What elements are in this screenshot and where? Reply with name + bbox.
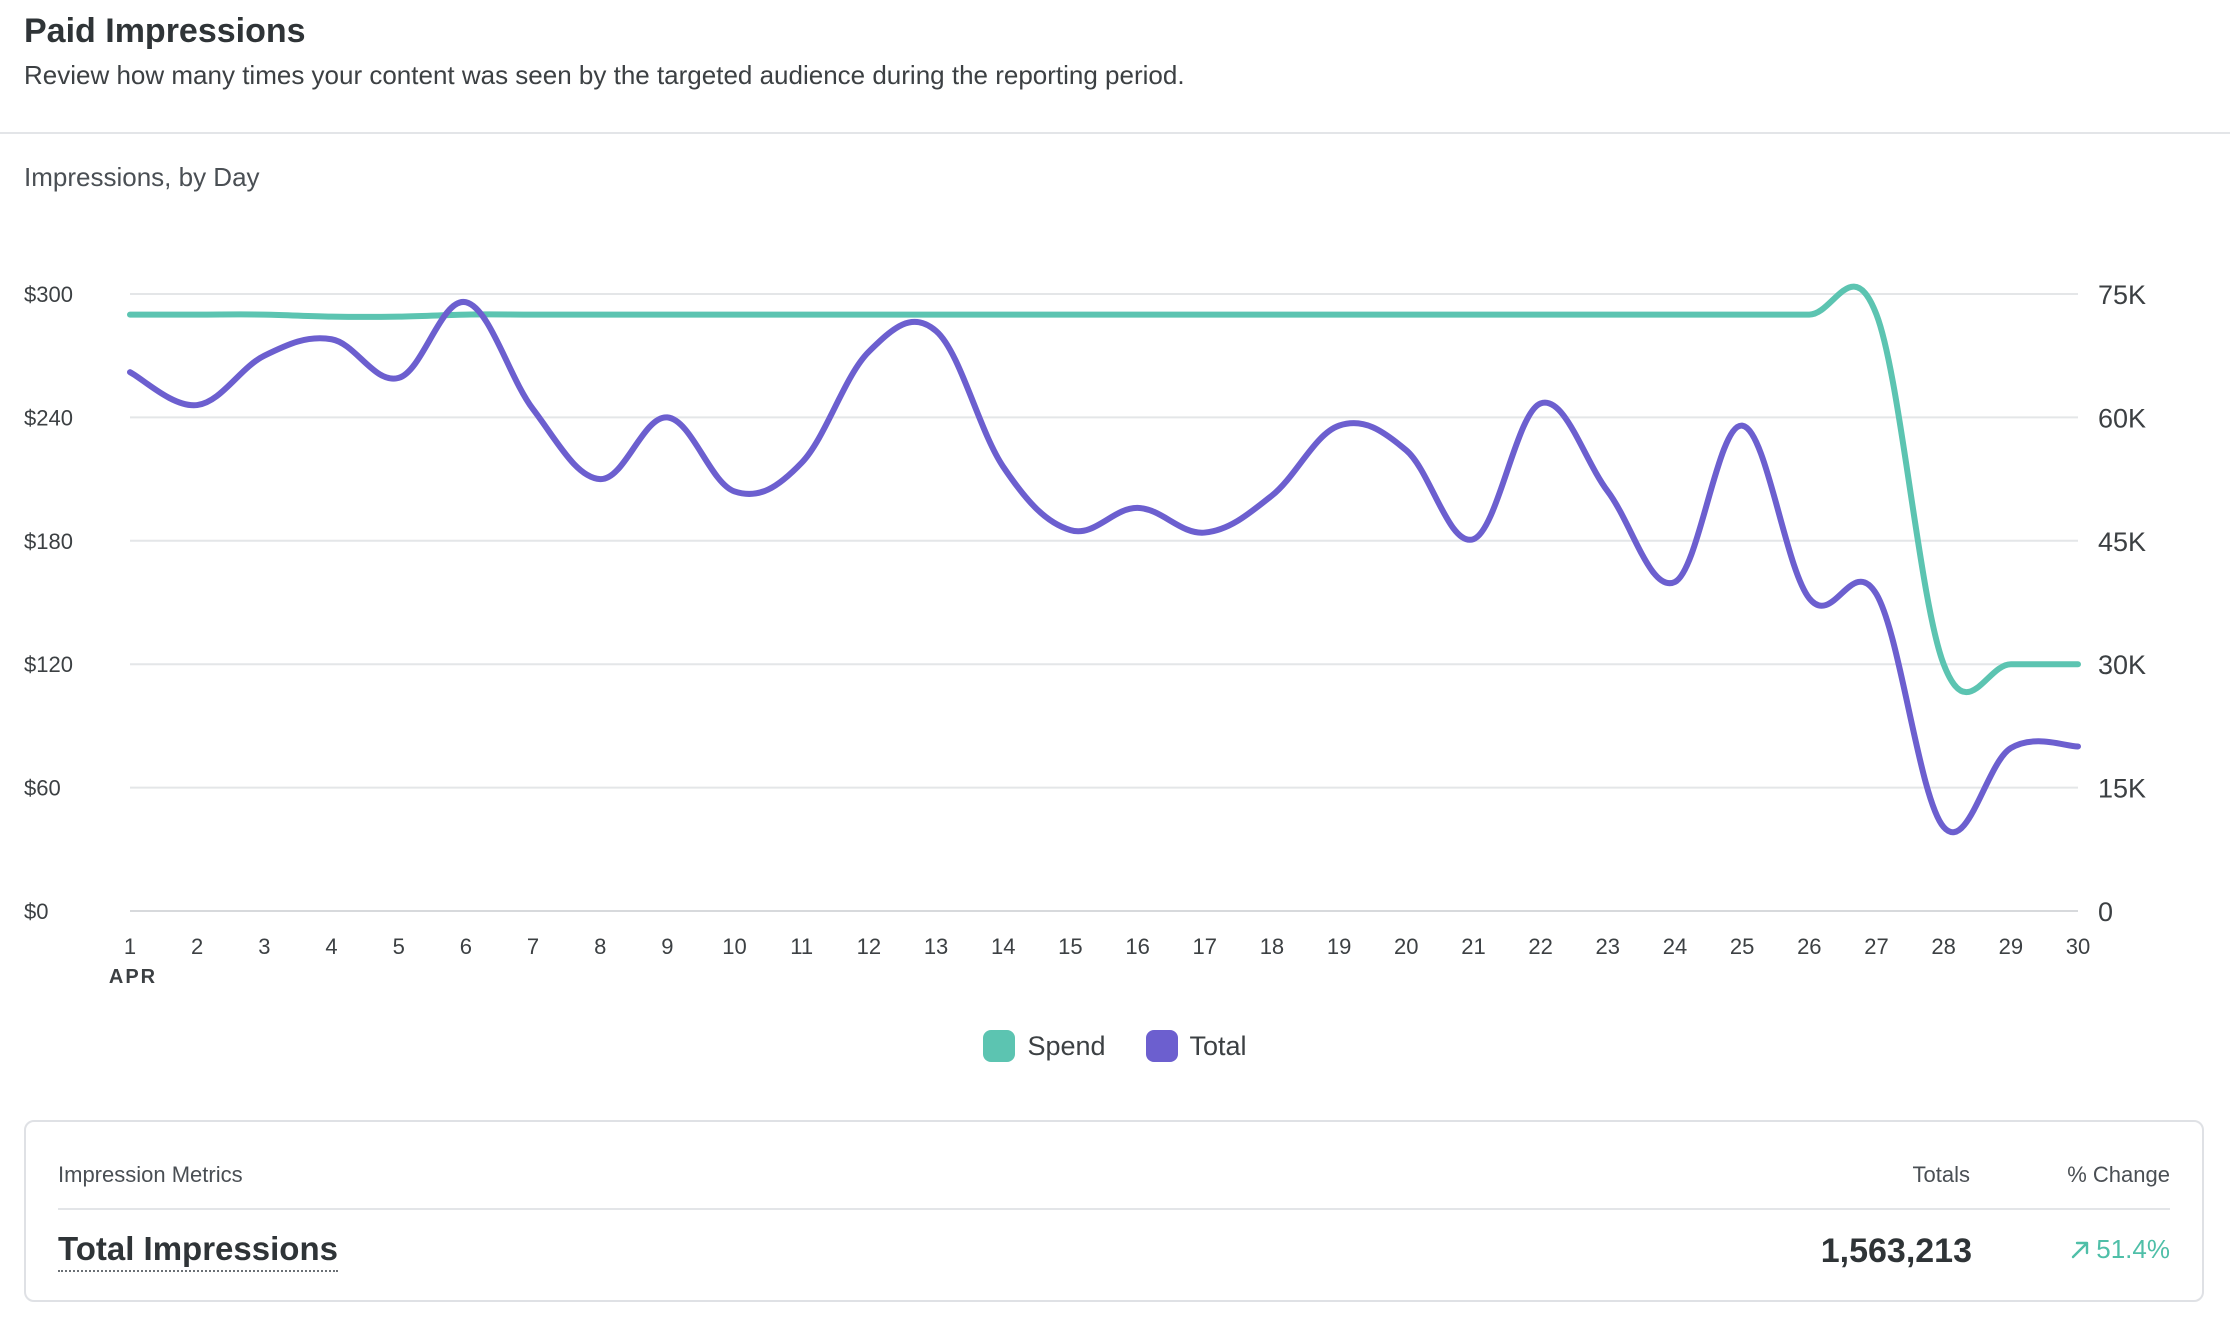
impression-metrics-table: Impression Metrics Totals % Change Total…: [24, 1120, 2204, 1302]
right-axis-tick-label: 15K: [2098, 774, 2146, 804]
x-axis-tick-label: 17: [1193, 934, 1217, 959]
x-axis-tick-label: 8: [594, 934, 606, 959]
legend-label-spend: Spend: [1027, 1030, 1106, 1061]
x-axis-tick-label: 10: [722, 934, 746, 959]
page-subtitle: Review how many times your content was s…: [24, 60, 1185, 90]
metrics-header-change: % Change: [2067, 1162, 2170, 1187]
x-axis-tick-label: 15: [1058, 934, 1082, 959]
x-axis-tick-label: 27: [1864, 934, 1888, 959]
x-axis-month-label: APR: [109, 966, 157, 988]
series-line-total: [127, 299, 2081, 836]
legend-swatch-spend: [983, 1030, 1016, 1062]
x-axis-tick-label: 23: [1596, 934, 1620, 959]
chart-title: Impressions, by Day: [24, 162, 260, 192]
right-axis-tick-label: 0: [2098, 897, 2113, 927]
x-axis-tick-label: 3: [258, 934, 270, 959]
x-axis-tick-label: 20: [1394, 934, 1418, 959]
total-impressions-label[interactable]: Total Impressions: [58, 1230, 338, 1272]
x-axis-tick-label: 9: [661, 934, 673, 959]
x-axis-tick-label: 13: [924, 934, 948, 959]
x-axis-tick-label: 7: [527, 934, 539, 959]
right-axis-tick-label: 45K: [2098, 527, 2146, 557]
x-axis-tick-label: 4: [325, 934, 337, 959]
x-axis-tick-label: 28: [1931, 934, 1955, 959]
page-title: Paid Impressions: [24, 12, 306, 50]
total-impressions-value: 1,563,213: [1820, 1232, 1972, 1270]
x-axis-tick-label: 22: [1528, 934, 1552, 959]
x-axis-tick-label: 30: [2066, 934, 2090, 959]
x-axis-tick-label: 29: [1999, 934, 2023, 959]
x-axis-tick-label: 14: [991, 934, 1015, 959]
x-axis-tick-label: 16: [1125, 934, 1149, 959]
x-axis-tick-label: 5: [393, 934, 405, 959]
x-axis-tick-label: 1: [124, 934, 136, 959]
x-axis-tick-label: 6: [460, 934, 472, 959]
percent-change-value: 51.4%: [2096, 1234, 2170, 1264]
left-axis-tick-label: $120: [24, 652, 73, 677]
x-axis-tick-label: 26: [1797, 934, 1821, 959]
percent-change: 51.4%: [2068, 1234, 2170, 1265]
page-header: Paid Impressions Review how many times y…: [0, 0, 2230, 134]
metrics-divider: [58, 1208, 2170, 1210]
x-axis-tick-label: 18: [1260, 934, 1284, 959]
right-axis-tick-label: 30K: [2098, 650, 2146, 680]
metrics-header-label: Impression Metrics: [58, 1162, 243, 1187]
legend-swatch-total: [1145, 1030, 1178, 1062]
metrics-header-totals: Totals: [1912, 1162, 1970, 1187]
left-axis-tick-label: $300: [24, 282, 73, 307]
x-axis-tick-label: 12: [857, 934, 881, 959]
right-axis-tick-label: 75K: [2098, 280, 2146, 310]
left-axis-tick-label: $60: [24, 776, 61, 801]
legend-label-total: Total: [1189, 1030, 1247, 1061]
arrow-up-right-icon: [2072, 1241, 2089, 1258]
x-axis-tick-label: 11: [790, 934, 813, 959]
x-axis-tick-label: 24: [1663, 934, 1687, 959]
x-axis-tick-label: 2: [191, 934, 203, 959]
left-axis-tick-label: $180: [24, 529, 73, 554]
left-axis-tick-label: $0: [24, 899, 48, 924]
left-axis-tick-label: $240: [24, 405, 73, 430]
x-axis-tick-label: 21: [1461, 934, 1485, 959]
chart-legend: Spend Total: [0, 1030, 2230, 1062]
legend-item-total[interactable]: Total: [1145, 1030, 1247, 1062]
right-axis-tick-label: 60K: [2098, 403, 2146, 433]
legend-item-spend[interactable]: Spend: [983, 1030, 1106, 1062]
series-line-spend: [127, 283, 2081, 696]
x-axis-tick-label: 25: [1730, 934, 1754, 959]
x-axis-tick-label: 19: [1327, 934, 1351, 959]
